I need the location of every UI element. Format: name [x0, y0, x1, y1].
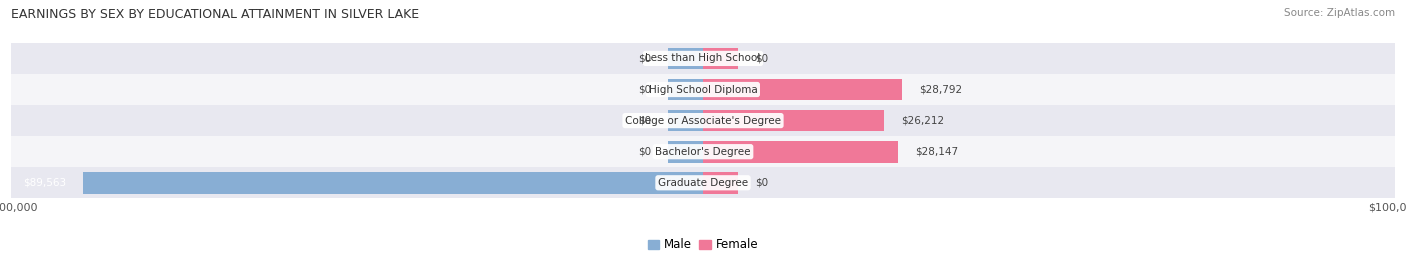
Text: $0: $0: [638, 84, 651, 95]
Bar: [11, 43, 1395, 74]
Bar: [703, 47, 738, 69]
Text: Less than High School: Less than High School: [645, 53, 761, 64]
Text: EARNINGS BY SEX BY EDUCATIONAL ATTAINMENT IN SILVER LAKE: EARNINGS BY SEX BY EDUCATIONAL ATTAINMEN…: [11, 8, 419, 21]
Bar: [703, 141, 897, 163]
Text: $28,792: $28,792: [920, 84, 963, 95]
Text: $0: $0: [638, 116, 651, 126]
Bar: [11, 74, 1395, 105]
Text: $0: $0: [638, 53, 651, 64]
Text: High School Diploma: High School Diploma: [648, 84, 758, 95]
Text: $89,563: $89,563: [22, 178, 66, 188]
Text: $28,147: $28,147: [915, 147, 957, 157]
Bar: [11, 167, 1395, 198]
Bar: [668, 79, 703, 100]
Text: Source: ZipAtlas.com: Source: ZipAtlas.com: [1284, 8, 1395, 18]
Text: College or Associate's Degree: College or Associate's Degree: [626, 116, 780, 126]
Bar: [668, 110, 703, 132]
Text: $0: $0: [755, 178, 768, 188]
Bar: [11, 105, 1395, 136]
Text: $0: $0: [638, 147, 651, 157]
Bar: [83, 172, 703, 194]
Text: Bachelor's Degree: Bachelor's Degree: [655, 147, 751, 157]
Bar: [703, 110, 884, 132]
Bar: [668, 141, 703, 163]
Bar: [703, 172, 738, 194]
Bar: [11, 136, 1395, 167]
Legend: Male, Female: Male, Female: [648, 239, 758, 251]
Bar: [703, 79, 903, 100]
Text: $26,212: $26,212: [901, 116, 945, 126]
Text: Graduate Degree: Graduate Degree: [658, 178, 748, 188]
Bar: [668, 47, 703, 69]
Text: $0: $0: [755, 53, 768, 64]
